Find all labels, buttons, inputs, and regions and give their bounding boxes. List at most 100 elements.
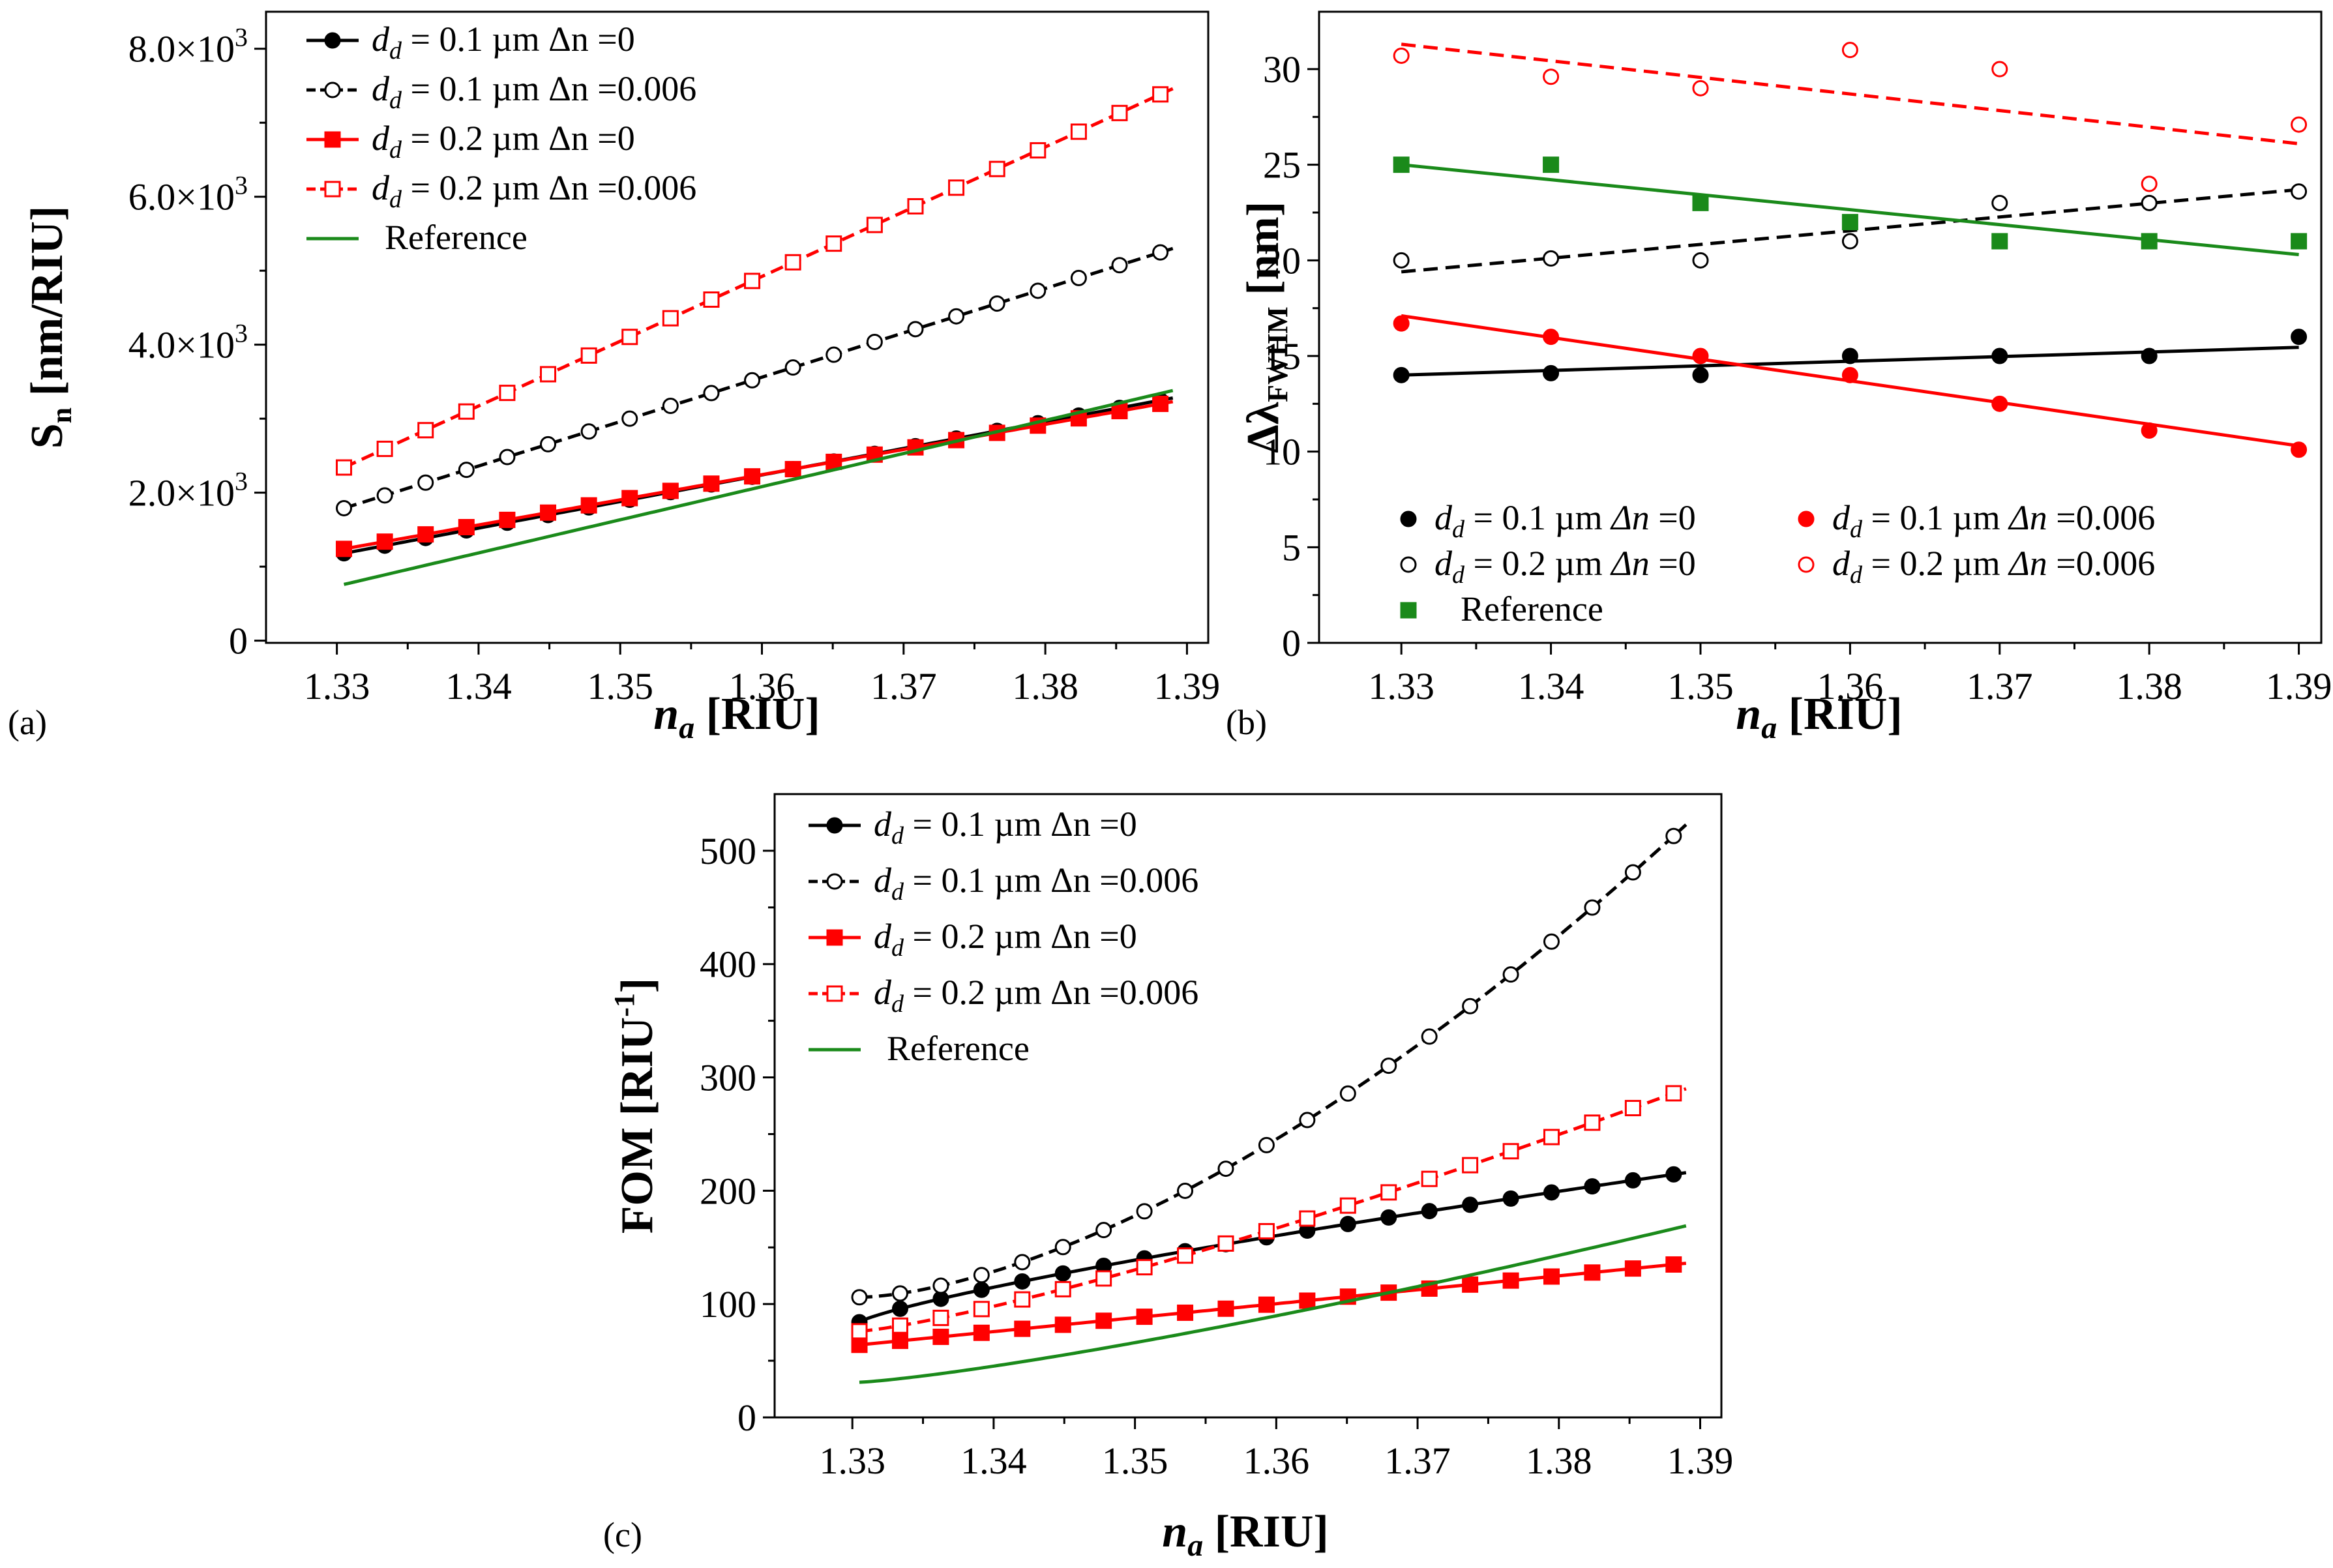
data-point (1841, 233, 1858, 250)
legend-label-text: = 0.1 µm Δn =0.006 (402, 69, 696, 108)
legend-label-main: d (874, 917, 892, 956)
legend-item: dd = 0.1 µm Δn =0.006 (809, 861, 1198, 906)
series-fit-line (1401, 42, 2299, 145)
legend-label-sub: d (1850, 561, 1863, 589)
data-point (1421, 1170, 1438, 1187)
data-point (2141, 348, 2158, 364)
data-point (1152, 395, 1169, 412)
data-point (1217, 1300, 1234, 1317)
data-point (973, 1267, 990, 1284)
x-axis-label-main: n (653, 689, 679, 739)
legend: dd = 0.1 µm Δn =0dd = 0.1 µm Δn =0.006dd… (809, 805, 1198, 1068)
y-tick-exponent: 3 (235, 467, 248, 496)
data-point (1152, 86, 1169, 103)
data-point (621, 329, 638, 346)
data-point (1095, 1270, 1112, 1287)
data-point (784, 461, 801, 478)
legend-item: dd = 0.2 µm Δn =0 (809, 917, 1137, 962)
legend-item: dd = 0.2 µm Δn =0 (306, 119, 635, 164)
x-axis-label-main: n (1162, 1507, 1187, 1557)
x-tick-label: 1.39 (2266, 665, 2332, 707)
legend-marker (1798, 510, 1815, 527)
data-point (336, 540, 353, 557)
legend-item: dd = 0.1 µm Δn =0 (809, 805, 1137, 850)
panel-label: (c) (603, 1515, 642, 1554)
data-point (851, 1323, 868, 1340)
x-tick-label: 1.36 (1817, 665, 1884, 707)
x-axis-label-unit: [RIU] (694, 689, 820, 739)
data-point (1380, 1058, 1397, 1074)
data-point (1014, 1320, 1031, 1337)
legend-label-main: d (874, 805, 892, 844)
legend-label-sub: d (389, 136, 402, 164)
legend: dd = 0.1 µm Δn =0dd = 0.1 µm Δn =0.006dd… (306, 20, 696, 257)
legend-item: dd = 0.1 µm Δn =0 (306, 20, 635, 65)
y-tick-label: 6.0×103 (128, 171, 248, 218)
data-point (2291, 233, 2308, 250)
legend-label-tail: =0.006 (2047, 498, 2155, 537)
series-4 (851, 1085, 1687, 1340)
legend-label-main: d (874, 861, 892, 900)
legend-label-text: Reference (385, 218, 528, 257)
x-axis-label-main: n (1736, 689, 1761, 739)
data-point (1217, 1161, 1234, 1177)
y-axis-label-sup: -1 (608, 993, 640, 1017)
data-point (932, 1309, 949, 1326)
chart-panel-3: 1.33 1.34 1.35 1.36 1.37 1.38 1.39 0 100 200 300 40… (603, 793, 1733, 1563)
data-point (1393, 366, 1410, 383)
data-point (1991, 233, 2008, 250)
x-tick-label: 1.37 (1967, 665, 2033, 707)
data-point (1299, 1210, 1316, 1227)
legend-label-main: d (1434, 498, 1453, 537)
legend-label-text: Reference (887, 1029, 1030, 1068)
legend: dd = 0.1 µm Δn =0dd = 0.2 µm Δn =0Refere… (1400, 498, 2155, 629)
legend-label-main: d (372, 69, 390, 108)
data-point (1136, 1259, 1153, 1276)
data-point (2291, 441, 2308, 458)
x-axis-label-sub: a (1187, 1528, 1203, 1563)
data-point (744, 468, 761, 485)
y-tick-label: 200 (700, 1170, 756, 1212)
data-point (1543, 156, 1560, 173)
data-point (1054, 1280, 1071, 1297)
data-point (1991, 194, 2008, 211)
data-point (1624, 864, 1641, 881)
data-point (1543, 1268, 1560, 1285)
x-tick-label: 1.39 (1154, 665, 1221, 707)
data-point (662, 398, 679, 415)
y-tick-label: 2.0×103 (128, 467, 248, 514)
data-point (1111, 403, 1128, 420)
data-point (376, 533, 393, 550)
y-tick-label: 0 (229, 620, 248, 662)
x-tick-label: 1.37 (1384, 1440, 1451, 1482)
legend-label-sub: d (1452, 516, 1465, 543)
legend-label-sub: d (389, 37, 402, 65)
y-tick-mantissa: 6.0×10 (128, 176, 235, 218)
data-point (662, 310, 679, 327)
series-4 (1393, 314, 2308, 458)
data-point (1841, 42, 1858, 59)
legend-label-main: d (1434, 544, 1453, 583)
legend-label: dd = 0.1 µm Δn =0.006 (874, 861, 1198, 906)
data-point (1393, 156, 1410, 173)
panel-label: (a) (8, 703, 47, 742)
data-point (1543, 250, 1560, 267)
data-point (621, 410, 638, 427)
data-point (973, 1301, 990, 1318)
plot-frame (265, 10, 1210, 644)
legend-item: dd = 0.2 µm Δn =0.006 (1798, 544, 2155, 589)
legend-label: dd = 0.2 µm Δn =0.006 (1832, 544, 2155, 589)
data-point (1543, 933, 1560, 950)
y-tick-label: 5 (1282, 526, 1301, 569)
legend-label-main: d (874, 973, 892, 1012)
data-point (973, 1324, 990, 1341)
data-point (744, 273, 761, 289)
x-tick-label: 1.34 (960, 1440, 1027, 1482)
data-point (1014, 1273, 1031, 1290)
data-point (1584, 899, 1601, 916)
data-point (932, 1277, 949, 1294)
chart-panel-1: 1.33 1.34 1.35 1.36 1.37 1.38 1.3902.0×1034.0×… (8, 10, 1221, 745)
data-point (1393, 315, 1410, 332)
x-tick-label: 1.38 (1012, 665, 1078, 707)
